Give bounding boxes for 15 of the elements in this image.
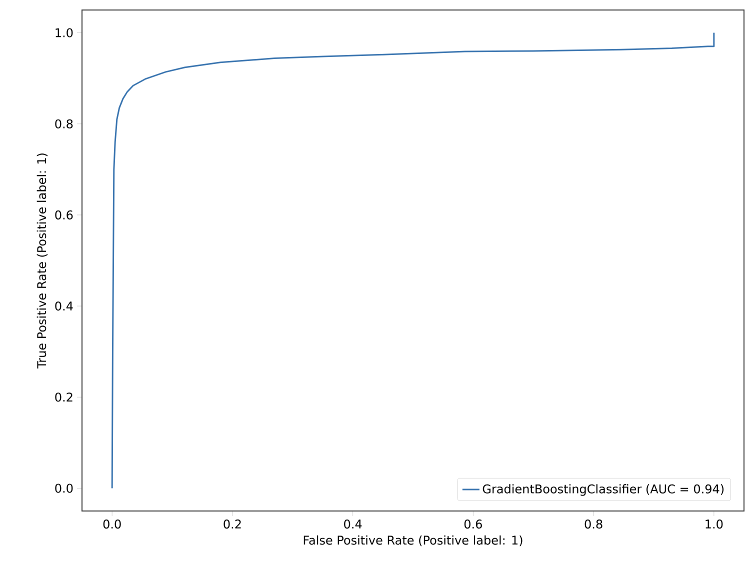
y-axis-title: True Positive Rate (Positive label: 1): [36, 154, 48, 368]
x-axis-title: False Positive Rate (Positive label: 1): [304, 535, 522, 546]
x-tick-label: 0.2: [224, 520, 241, 529]
x-tick-label: 0.8: [584, 520, 602, 529]
y-tick-label: 1.0: [56, 28, 73, 38]
y-tick-label: 0.2: [55, 392, 72, 402]
x-tick-label: 0.6: [464, 520, 482, 529]
legend-label: GradientBoostingClassifier (AUC = 0.94): [482, 484, 724, 496]
y-tick-label: 0.8: [55, 119, 73, 128]
x-tick-label: 0.4: [344, 520, 362, 529]
y-tick-label: 0.4: [55, 302, 73, 311]
x-tick-label: 1.0: [706, 520, 723, 529]
y-tick-label: 0.0: [55, 484, 73, 493]
y-tick-label: 0.6: [55, 210, 73, 220]
x-tick-label: 0.0: [103, 520, 121, 529]
